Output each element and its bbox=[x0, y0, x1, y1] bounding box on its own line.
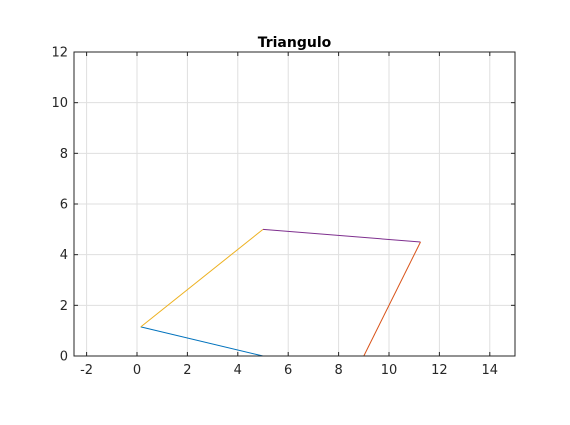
series-line-2 bbox=[140, 228, 264, 328]
y-tick-label: 4 bbox=[60, 248, 68, 263]
x-tick-label: -2 bbox=[80, 363, 93, 378]
y-tick-label: 10 bbox=[51, 96, 68, 111]
series-line-3 bbox=[262, 228, 421, 243]
series-layer bbox=[140, 228, 421, 357]
y-tick-label: 8 bbox=[60, 147, 68, 162]
x-tick-label: 2 bbox=[183, 363, 191, 378]
plot-area: -2 0 2 4 6 8 10 12 14 0 2 4 6 8 10 12 bbox=[51, 46, 516, 378]
x-tick-label: 4 bbox=[234, 363, 242, 378]
series-line-1 bbox=[140, 326, 264, 357]
x-tick-label: 12 bbox=[431, 363, 448, 378]
ticks bbox=[74, 51, 515, 357]
y-tick-label: 6 bbox=[60, 198, 68, 213]
x-tick-label: 8 bbox=[334, 363, 342, 378]
y-tick-label: 0 bbox=[60, 350, 68, 365]
y-tick-label: 12 bbox=[51, 46, 68, 61]
chart-title: Triangulo bbox=[258, 35, 332, 51]
x-tick-label: 0 bbox=[133, 363, 141, 378]
series-line-4 bbox=[363, 241, 421, 357]
y-tick-labels: 0 2 4 6 8 10 12 bbox=[51, 46, 68, 365]
x-tick-label: 6 bbox=[284, 363, 292, 378]
x-tick-labels: -2 0 2 4 6 8 10 12 14 bbox=[80, 363, 498, 378]
x-tick-label: 14 bbox=[482, 363, 499, 378]
y-tick-label: 2 bbox=[60, 299, 68, 314]
x-tick-label: 10 bbox=[381, 363, 398, 378]
